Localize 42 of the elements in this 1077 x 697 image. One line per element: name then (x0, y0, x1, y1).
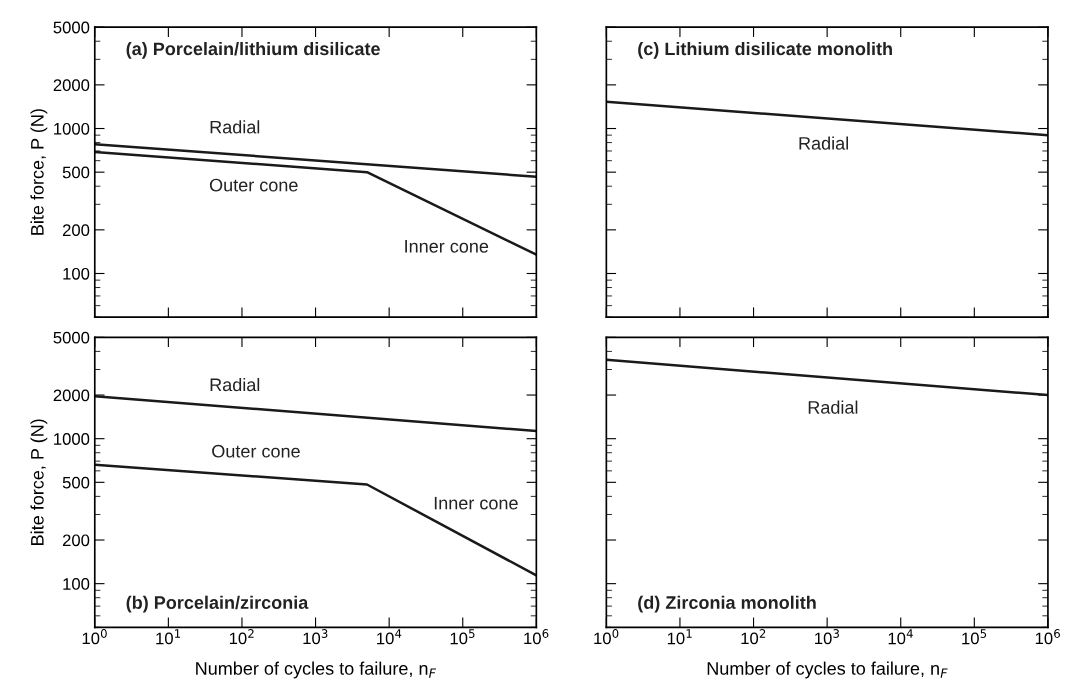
x-tick-label: 10$^{2}$ (741, 629, 766, 645)
x-tick-label: 10$^{5}$ (450, 629, 475, 645)
x-tick-label: 10$^{0}$ (594, 629, 619, 645)
y-tick-label: 5000 (53, 21, 90, 34)
y-axis-title: Bite force, P (N) (30, 419, 48, 545)
y-tick-label: 200 (62, 534, 90, 547)
x-axis-title: Number of cycles to failure, n$_{F}$ (196, 661, 437, 679)
y-tick-label: 500 (62, 166, 90, 179)
x-tick-label: 10$^{1}$ (667, 629, 692, 645)
text: (d) Zirconia monolith (638, 595, 816, 613)
y-tick-label: 1000 (54, 433, 90, 445)
y-tick-label: 100 (63, 578, 90, 590)
y-tick-label: 500 (62, 476, 90, 489)
text: (b) Porcelain/zirconia (126, 595, 309, 613)
y-tick-label: 2000 (53, 389, 90, 402)
x-tick-label: 10$^{2}$ (229, 629, 254, 645)
y-axis-title: Bite force, P (N) (30, 109, 48, 235)
x-tick-label: 10$^{4}$ (377, 629, 402, 645)
y-tick-label: 100 (63, 267, 90, 280)
text: (a) Porcelain/lithium disilicate (126, 41, 380, 59)
annotation: Radial (799, 136, 848, 150)
y-tick-label: 1000 (54, 122, 90, 135)
x-tick-label: 10$^{3}$ (303, 629, 328, 645)
x-tick-label: 10$^{3}$ (815, 629, 839, 645)
annotation: Radial (210, 377, 260, 392)
annotation: Radial (808, 400, 858, 414)
y-tick-label: 200 (62, 224, 90, 237)
x-axis-title: Number of cycles to failure, n$_{F}$ (707, 661, 948, 679)
x-tick-label: 10$^{4}$ (888, 629, 913, 645)
annotation: Radial (210, 120, 260, 134)
y-tick-label: 2000 (53, 79, 90, 92)
text: (c) Lithium disilicate monolith (638, 41, 892, 59)
x-tick-label: 10$^{5}$ (962, 629, 987, 645)
x-tick-label: 10$^{0}$ (82, 629, 107, 645)
x-tick-label: 10$^{6}$ (1035, 629, 1060, 645)
x-tick-label: 10$^{6}$ (524, 629, 549, 645)
x-tick-label: 10$^{1}$ (156, 629, 181, 645)
annotation: Inner cone (405, 240, 489, 253)
annotation: Outer cone (209, 178, 298, 192)
annotation: Outer cone (212, 444, 300, 458)
y-tick-label: 5000 (53, 331, 90, 344)
annotation: Inner cone (434, 496, 518, 510)
